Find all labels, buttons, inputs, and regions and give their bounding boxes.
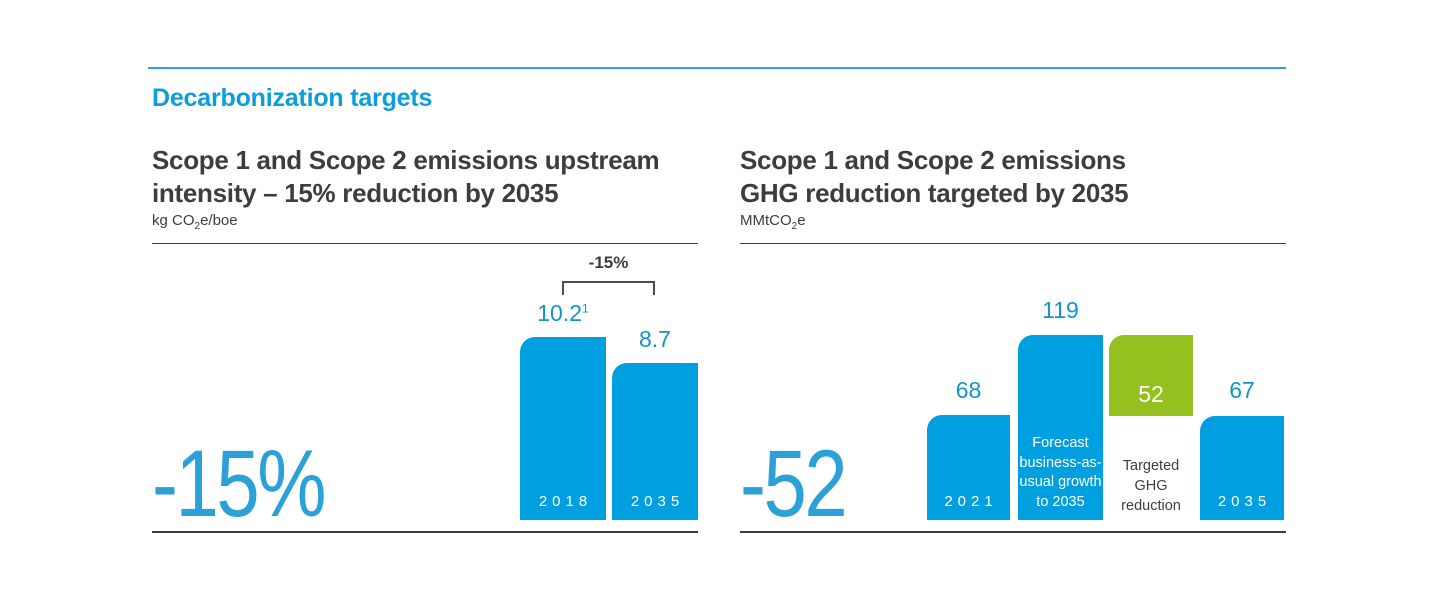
unit-suffix: e [797,212,806,229]
bar-value-label-2035: 67 [1229,377,1255,403]
bar-2035: 2035 [1200,416,1284,520]
chart-title: Scope 1 and Scope 2 emissions upstream i… [152,144,660,210]
bar-2021: 2021 [927,415,1010,520]
bar-category-label: 2035 [1217,493,1272,510]
unit-prefix: MMtCO [740,212,792,229]
chart-title-line1: Scope 1 and Scope 2 emissions [740,145,1126,175]
reduction-bracket [562,281,655,295]
unit-suffix: e/boe [200,212,238,229]
big-reduction-number: -52 [740,431,848,537]
bar-value-label-2018: 10.21 [520,300,606,327]
chart-unit-label: kg CO2e/boe [152,212,238,232]
chart-title-line2: intensity – 15% reduction by 2035 [152,178,559,208]
bar-2018: 2018 [520,337,606,520]
unit-subscript: 2 [791,221,798,232]
unit-prefix: kg CO [152,212,195,229]
targeted-ghg-reduction-label: Targeted GHG reduction [1121,458,1181,514]
bar-value-label-forecast: 119 [1042,297,1079,323]
bar-category-label: 2018 [538,493,593,510]
chart-ghg-reduction: Scope 1 and Scope 2 emissions GHG reduct… [740,0,1286,608]
bar-category-label: 2035 [630,493,685,510]
page-title: Decarbonization targets [152,84,433,112]
chart-baseline-rule [740,531,1286,533]
chart-title: Scope 1 and Scope 2 emissions GHG reduct… [740,144,1129,210]
chart-title-line2: GHG reduction targeted by 2035 [740,178,1129,208]
bar-category-label: 2021 [944,493,998,510]
chart-top-rule [152,243,698,244]
value-text: 10.2 [537,300,583,326]
bar-targeted-ghg-reduction: 52 [1109,335,1193,416]
top-divider-line [148,67,1286,69]
chart-upstream-intensity: Scope 1 and Scope 2 emissions upstream i… [152,0,698,608]
chart-top-rule [740,243,1286,244]
bar-value-label-2021: 68 [955,377,982,403]
chart-title-line1: Scope 1 and Scope 2 emissions upstream [152,145,660,175]
bar-forecast-bau-2035: Forecast business-as- usual growth to 20… [1018,335,1103,520]
unit-subscript: 2 [194,221,201,232]
bar-2035: 2035 [612,363,698,520]
bar-value-label-2035: 8.7 [639,326,671,352]
bar-inner-value: 52 [1138,381,1164,407]
footnote-superscript: 1 [582,301,589,316]
chart-baseline-rule [152,531,698,533]
bracket-label: -15% [588,253,629,272]
big-reduction-number: -15% [152,431,326,537]
chart-unit-label: MMtCO2e [740,212,806,232]
bar-inner-description: Forecast business-as- usual growth to 20… [1019,435,1102,510]
